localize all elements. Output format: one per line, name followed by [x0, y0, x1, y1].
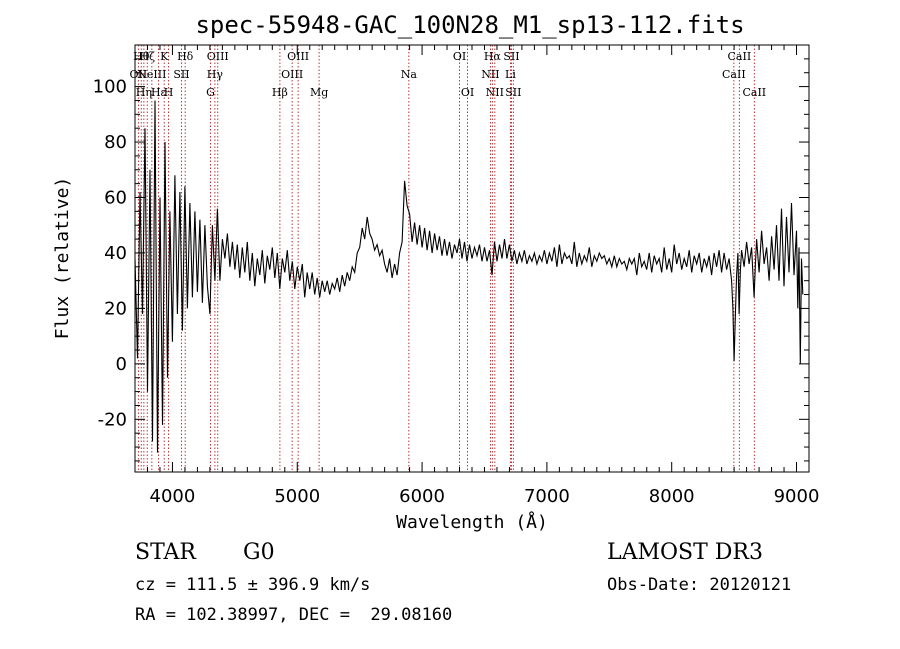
line-label: Hθ [133, 50, 150, 63]
line-label: CaII [742, 86, 766, 99]
x-axis-ticks: 4000 5000 6000 7000 8000 9000 [134, 45, 820, 507]
redshift-velocity: cz = 111.5 ± 396.9 km/s [135, 575, 370, 595]
y-tick-label: -20 [98, 409, 127, 430]
x-tick-label: 5000 [274, 486, 320, 507]
line-label: OI [461, 86, 474, 99]
x-axis-label: Wavelength (Å) [396, 511, 548, 533]
y-tick-label: 40 [104, 243, 127, 264]
sky-coordinates: RA = 102.38997, DEC = 29.08160 [135, 605, 452, 625]
line-label: Hη [136, 86, 152, 99]
y-tick-label: 60 [104, 188, 127, 209]
x-tick-label: 8000 [649, 486, 695, 507]
line-label: Hα [484, 50, 502, 63]
line-label: H [164, 86, 174, 99]
observation-date: Obs-Date: 20120121 [607, 575, 791, 595]
line-label: SII [173, 68, 189, 81]
x-tick-label: 7000 [524, 486, 570, 507]
line-label: CaII [728, 50, 752, 63]
y-tick-label: 20 [104, 298, 127, 319]
line-label: Hε [151, 86, 167, 99]
line-label: OI [453, 50, 466, 63]
object-type: STAR [135, 540, 197, 565]
line-label: Na [401, 68, 418, 81]
y-tick-label: 0 [116, 354, 127, 375]
line-label: SII [505, 86, 521, 99]
object-subclass: G0 [243, 540, 275, 565]
line-label: NII [486, 86, 504, 99]
line-label: NII [481, 68, 499, 81]
line-label: OII [130, 68, 148, 81]
y-axis-label: Flux (relative) [52, 177, 73, 340]
line-label: Hγ [207, 68, 224, 81]
line-label: NeIII [137, 68, 166, 81]
line-label: OIII [207, 50, 229, 63]
chart-title: spec-55948-GAC_100N28_M1_sp13-112.fits [195, 11, 744, 39]
y-tick-label: 80 [104, 132, 127, 153]
line-label: Mg [310, 86, 328, 99]
line-label: G [206, 86, 215, 99]
line-label: Li [505, 68, 516, 81]
line-label: Hδ [177, 50, 194, 63]
line-label: OIII [287, 50, 309, 63]
x-tick-label: 6000 [399, 486, 445, 507]
y-tick-label: 100 [93, 77, 127, 98]
line-label: SII [503, 50, 519, 63]
line-label: K [160, 50, 169, 63]
line-label: Hζ [139, 50, 155, 63]
y-axis-ticks: -20 0 20 40 60 80 100 [93, 44, 809, 462]
survey-name: LAMOST DR3 [607, 540, 763, 565]
x-tick-label: 4000 [150, 486, 196, 507]
line-label: CaII [722, 68, 746, 81]
x-tick-label: 9000 [774, 486, 820, 507]
spectrum-line [134, 100, 804, 453]
line-label: Hβ [272, 86, 288, 99]
line-label: OIII [281, 68, 303, 81]
emission-line-labels: OII Hθ Hη Hζ NeIII Hε K H SII Hδ G Hγ OIII Hβ OIII OIII… [130, 50, 767, 99]
